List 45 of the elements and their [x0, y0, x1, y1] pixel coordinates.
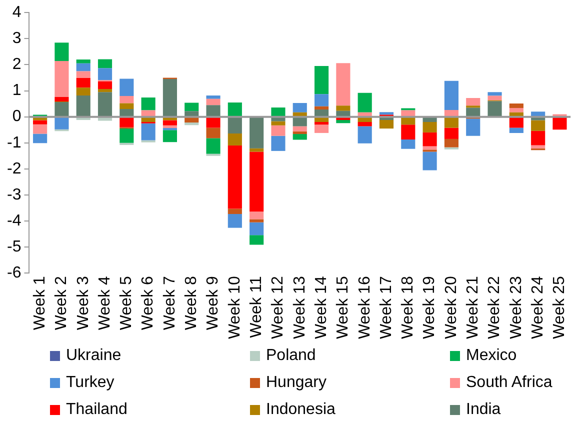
y-tick-label: 0 — [12, 108, 22, 126]
x-tick-label: Week 19 — [421, 276, 438, 340]
y-tick-label: 1 — [12, 82, 22, 100]
legend-label: South Africa — [466, 374, 552, 392]
x-tick-label: Week 13 — [291, 276, 308, 340]
x-tick-label: Week 17 — [378, 276, 395, 340]
x-tick-label: Week 18 — [400, 276, 417, 340]
x-tick-label: Week 8 — [183, 276, 200, 330]
x-tick-label: Week 7 — [161, 276, 178, 330]
x-tick-label: Week 16 — [356, 276, 374, 340]
y-tick-label: -1 — [6, 134, 22, 152]
x-tick-label: Week 20 — [442, 276, 460, 340]
y-tick-label: -2 — [6, 160, 22, 178]
y-tick-label: 2 — [12, 56, 22, 74]
x-tick-label: Week 6 — [140, 276, 157, 330]
legend-label: Thailand — [66, 400, 128, 418]
y-tick-label: -4 — [6, 212, 22, 230]
x-tick-label: Week 9 — [204, 276, 222, 330]
x-tick-label: Week 25 — [551, 276, 568, 340]
legend-label: Indonesia — [266, 400, 336, 418]
x-tick-label: Week 15 — [334, 276, 352, 340]
legend-label: Turkey — [66, 374, 114, 392]
x-tick-label: Week 22 — [486, 276, 504, 340]
x-tick-label: Week 3 — [74, 276, 92, 330]
x-tick-label: Week 10 — [226, 276, 244, 340]
x-tick-label: Week 24 — [529, 276, 546, 340]
x-tick-label: Week 23 — [508, 276, 525, 340]
x-tick-label: Week 5 — [118, 276, 136, 330]
x-tick-label: Week 12 — [270, 276, 287, 340]
x-tick-label: Week 14 — [312, 276, 330, 340]
legend-label: Hungary — [266, 374, 326, 392]
x-tick-label: Week 1 — [31, 276, 48, 330]
y-tick-label: -6 — [6, 264, 22, 282]
x-tick-label: Week 4 — [96, 276, 114, 330]
legend-label: Mexico — [466, 346, 517, 364]
y-tick-label: 4 — [12, 4, 22, 22]
x-tick-label: Week 21 — [464, 276, 482, 340]
x-tick-label: Week 11 — [248, 276, 265, 338]
y-tick-label: 3 — [12, 30, 22, 48]
legend-label: Poland — [266, 346, 316, 364]
x-tick-label: Week 2 — [53, 276, 70, 330]
y-tick-label: -3 — [6, 186, 22, 204]
legend-label: Ukraine — [66, 346, 122, 364]
legend-label: India — [466, 400, 501, 418]
y-tick-label: -5 — [6, 238, 22, 256]
